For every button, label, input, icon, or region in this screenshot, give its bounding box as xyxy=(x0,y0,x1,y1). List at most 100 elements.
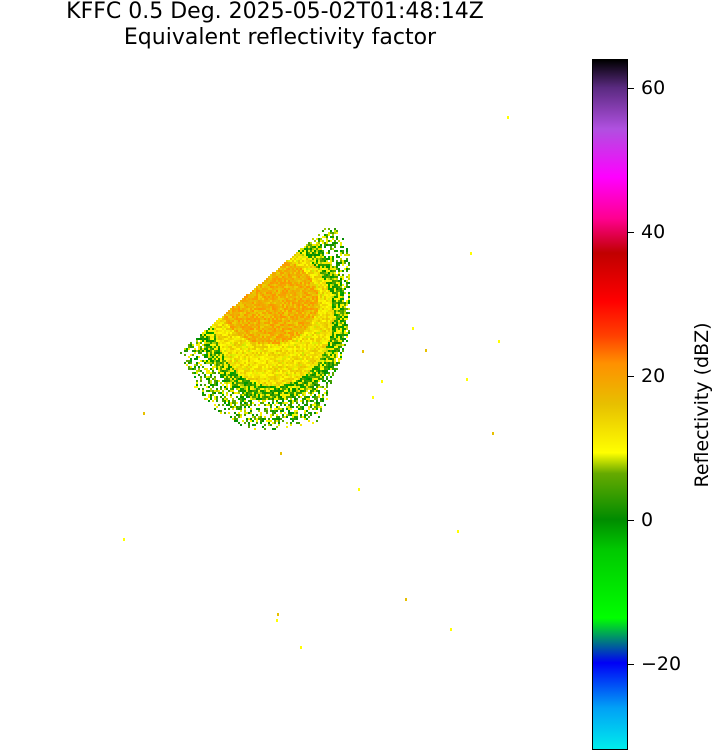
echo-pixel xyxy=(234,392,236,394)
echo-pixel xyxy=(310,248,312,250)
echo-pixel xyxy=(338,342,340,344)
echo-pixel xyxy=(332,354,334,356)
echo-pixel xyxy=(334,296,336,298)
echo-pixel xyxy=(266,362,268,364)
echo-pixel xyxy=(262,380,264,382)
echo-pixel xyxy=(298,290,300,292)
echo-pixel xyxy=(256,322,258,324)
echo-pixel xyxy=(236,372,238,374)
echo-pixel xyxy=(304,284,306,286)
echo-pixel xyxy=(314,252,316,254)
echo-pixel xyxy=(280,310,282,312)
echo-pixel xyxy=(200,342,202,344)
echo-pixel xyxy=(270,316,272,318)
echo-pixel xyxy=(298,366,300,368)
echo-pixel xyxy=(304,328,306,330)
echo-pixel xyxy=(322,310,324,312)
echo-pixel xyxy=(288,338,290,340)
echo-pixel xyxy=(256,334,258,336)
echo-pixel xyxy=(338,360,340,362)
echo-pixel xyxy=(224,348,226,350)
echo-pixel xyxy=(264,350,266,352)
echo-pixel xyxy=(196,382,198,384)
echo-pixel xyxy=(250,392,252,394)
echo-pixel xyxy=(310,280,312,282)
echo-pixel xyxy=(316,260,318,262)
echo-pixel xyxy=(330,356,332,358)
echo-pixel xyxy=(266,344,268,346)
echo-pixel xyxy=(338,358,340,360)
echo-pixel xyxy=(218,332,220,334)
echo-pixel xyxy=(332,374,334,376)
echo-pixel xyxy=(328,324,330,326)
echo-pixel xyxy=(230,314,232,316)
echo-pixel xyxy=(342,310,344,312)
echo-pixel xyxy=(344,338,346,340)
echo-pixel xyxy=(310,352,312,354)
echo-pixel xyxy=(262,332,264,334)
echo-pixel xyxy=(268,328,270,330)
echo-pixel xyxy=(302,370,304,372)
echo-pixel xyxy=(340,324,342,326)
echo-pixel xyxy=(254,416,256,418)
echo-pixel xyxy=(308,254,310,256)
echo-pixel xyxy=(328,332,330,334)
echo-pixel xyxy=(248,294,250,296)
echo-pixel xyxy=(284,366,286,368)
echo-pixel xyxy=(326,260,328,262)
echo-pixel xyxy=(258,310,260,312)
echo-pixel xyxy=(282,300,284,302)
echo-pixel xyxy=(286,346,288,348)
echo-pixel xyxy=(298,304,300,306)
echo-pixel xyxy=(266,334,268,336)
echo-pixel xyxy=(254,350,256,352)
echo-pixel xyxy=(324,362,326,364)
echo-pixel xyxy=(260,378,262,380)
echo-pixel xyxy=(256,290,258,292)
echo-pixel xyxy=(246,352,248,354)
echo-pixel xyxy=(304,298,306,300)
echo-pixel xyxy=(298,336,300,338)
isolated-echo xyxy=(372,396,374,399)
colorbar-tick xyxy=(628,375,634,377)
echo-pixel xyxy=(308,370,310,372)
echo-pixel xyxy=(332,320,334,322)
echo-pixel xyxy=(280,312,282,314)
echo-pixel xyxy=(288,260,290,262)
echo-pixel xyxy=(232,330,234,332)
echo-pixel xyxy=(206,348,208,350)
echo-pixel xyxy=(320,294,322,296)
echo-pixel xyxy=(308,398,310,400)
echo-pixel xyxy=(306,352,308,354)
echo-pixel xyxy=(216,332,218,334)
echo-pixel xyxy=(276,408,278,410)
echo-pixel xyxy=(330,368,332,370)
echo-pixel xyxy=(306,362,308,364)
echo-pixel xyxy=(212,336,214,338)
echo-pixel xyxy=(324,358,326,360)
echo-pixel xyxy=(320,296,322,298)
echo-pixel xyxy=(224,382,226,384)
echo-pixel xyxy=(286,270,288,272)
echo-pixel xyxy=(304,300,306,302)
echo-pixel xyxy=(258,364,260,366)
echo-pixel xyxy=(318,312,320,314)
echo-pixel xyxy=(318,322,320,324)
echo-pixel xyxy=(320,400,322,402)
echo-pixel xyxy=(290,288,292,290)
echo-pixel xyxy=(298,342,300,344)
echo-pixel xyxy=(318,284,320,286)
echo-pixel xyxy=(316,314,318,316)
echo-pixel xyxy=(276,350,278,352)
echo-pixel xyxy=(232,326,234,328)
echo-pixel xyxy=(342,334,344,336)
echo-pixel xyxy=(322,268,324,270)
echo-pixel xyxy=(220,354,222,356)
echo-pixel xyxy=(268,296,270,298)
echo-pixel xyxy=(300,270,302,272)
echo-pixel xyxy=(284,304,286,306)
echo-pixel xyxy=(288,318,290,320)
echo-pixel xyxy=(250,356,252,358)
echo-pixel xyxy=(280,302,282,304)
echo-pixel xyxy=(208,358,210,360)
